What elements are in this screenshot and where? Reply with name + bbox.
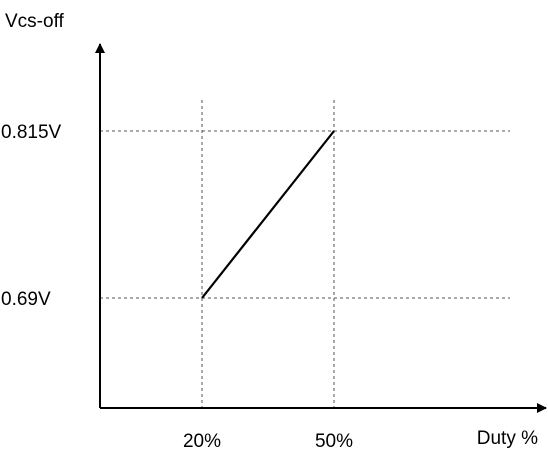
x-tick-label: 20% [183, 431, 221, 452]
tick-labels: 20% 50% 0.69V 0.815V [1, 122, 353, 452]
x-axis-label: Duty % [477, 428, 538, 449]
grid-lines [100, 100, 510, 408]
y-tick-label: 0.815V [1, 122, 62, 143]
series-layer [201, 130, 335, 299]
series-line-0 [201, 130, 335, 299]
y-tick-label: 0.69V [1, 289, 51, 310]
y-axis-label: Vcs-off [5, 11, 65, 32]
x-tick-label: 50% [315, 431, 353, 452]
